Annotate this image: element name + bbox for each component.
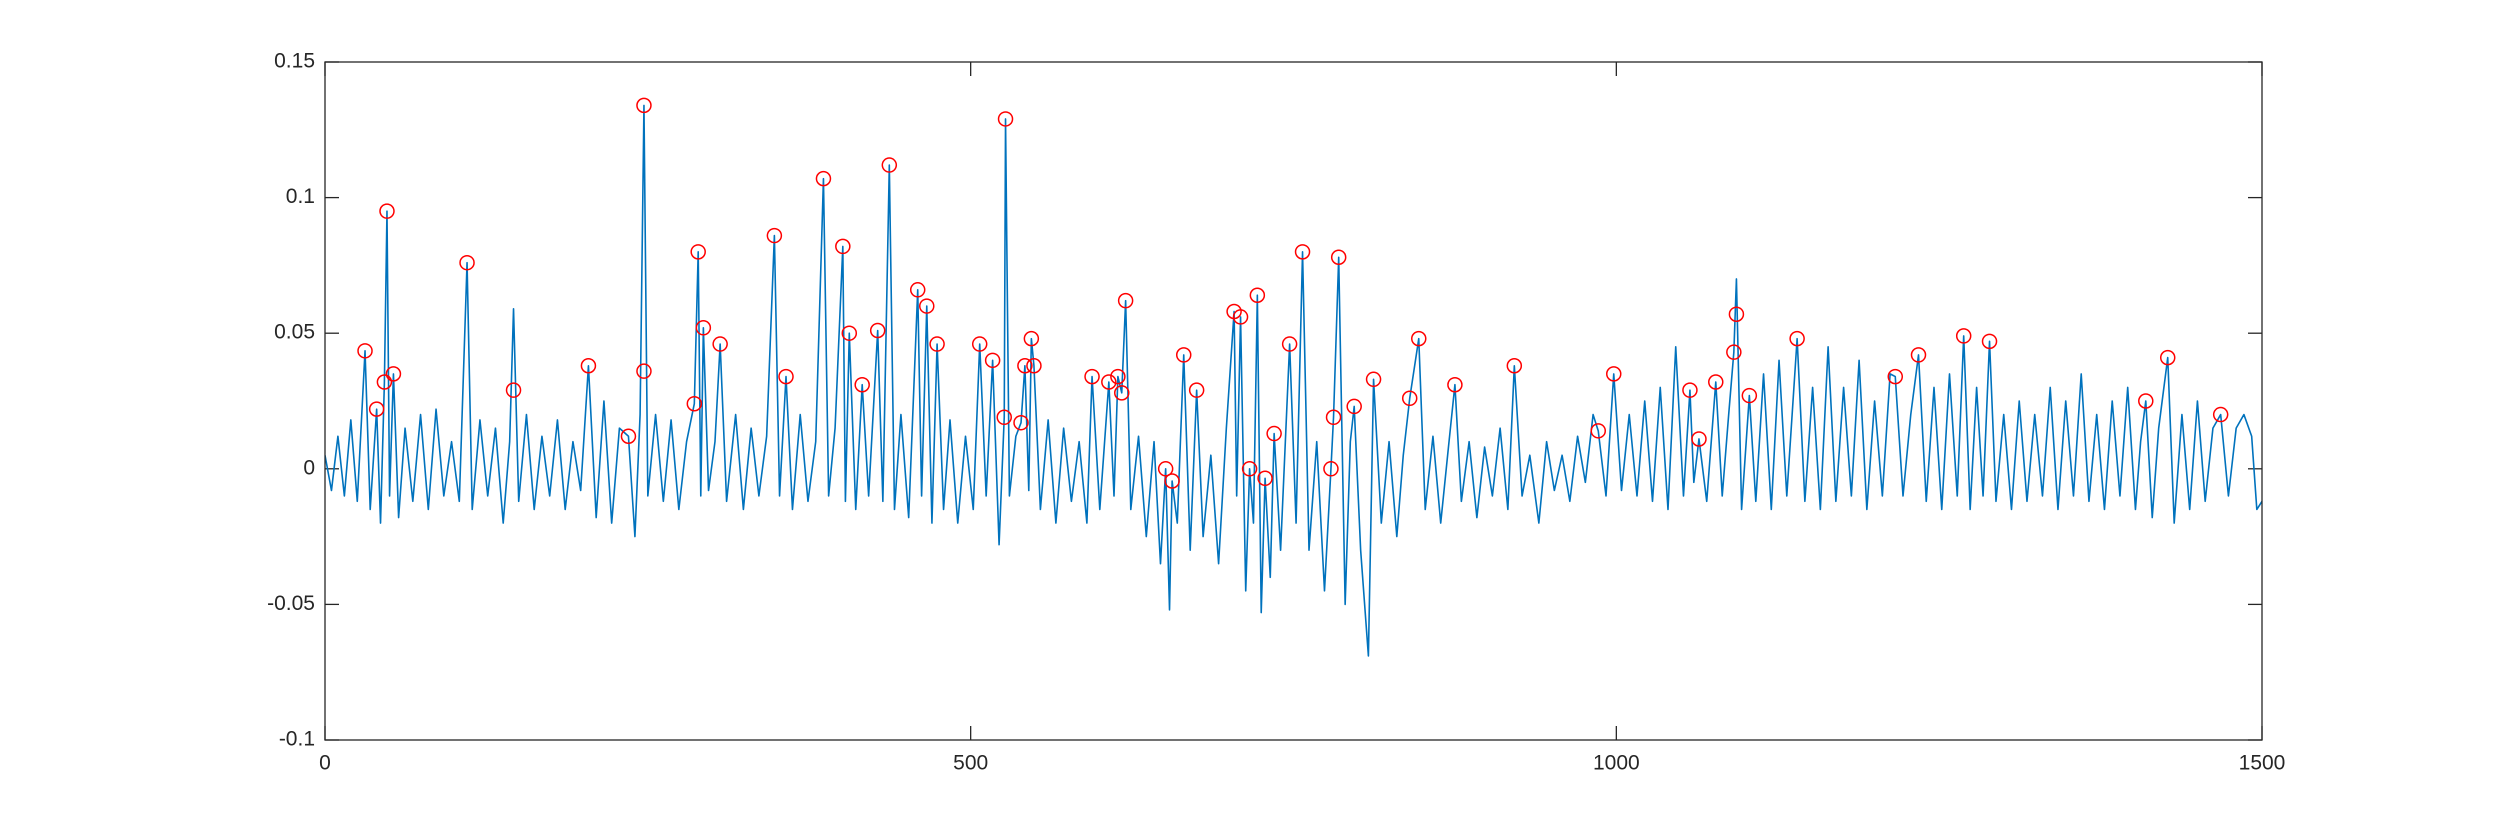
peak-marker <box>1084 368 1100 385</box>
peak-marker <box>636 97 652 114</box>
peak-marker <box>1887 368 1904 385</box>
peak-marker <box>1606 366 1622 382</box>
peak-marker <box>996 409 1012 426</box>
peak-marker <box>1110 368 1126 385</box>
x-tick-label: 500 <box>953 752 988 775</box>
x-tick-label: 1500 <box>2239 752 2286 775</box>
peak-marker <box>690 244 706 260</box>
peak-marker <box>1323 461 1339 477</box>
peak-marker <box>1266 425 1282 442</box>
peak-marker <box>881 157 898 173</box>
peak-marker <box>1325 409 1342 426</box>
peak-marker <box>1691 431 1707 447</box>
peak-marker <box>686 395 703 412</box>
x-tick-label: 1000 <box>1593 752 1640 775</box>
peak-marker <box>695 320 712 336</box>
axes-box <box>324 61 2263 741</box>
peak-marker <box>1026 357 1042 374</box>
peak-marker <box>620 428 637 445</box>
y-tick-label: -0.05 <box>267 592 315 615</box>
peak-marker <box>778 368 794 385</box>
peak-marker <box>1728 306 1745 322</box>
peak-marker <box>1281 336 1298 352</box>
peak-marker <box>766 227 783 244</box>
peak-marker <box>1257 470 1273 487</box>
plot-area <box>325 97 2262 657</box>
peak-marker <box>1910 347 1927 363</box>
peak-marker <box>854 376 870 393</box>
peak-marker <box>1346 398 1362 415</box>
peak-marker <box>1789 330 1805 347</box>
peak-marker <box>1682 382 1698 398</box>
peak-marker <box>1164 473 1180 489</box>
peak-marker <box>815 170 832 187</box>
peak-marker <box>1232 309 1249 325</box>
peak-marker <box>1411 330 1427 347</box>
signal-line <box>325 104 2262 657</box>
peak-marker <box>379 203 395 219</box>
peak-marker <box>1955 328 1972 344</box>
y-tick-label: 0 <box>303 456 315 479</box>
peak-marker <box>712 336 728 352</box>
peak-marker <box>835 238 851 255</box>
peak-marker <box>909 282 926 298</box>
peak-marker <box>385 366 402 382</box>
peak-marker <box>1157 461 1174 477</box>
peak-marker <box>841 325 858 341</box>
peak-marker <box>2138 393 2154 409</box>
peak-marker <box>1330 249 1347 266</box>
peak-marker <box>997 111 1014 127</box>
peak-marker <box>1023 330 1040 347</box>
peak-marker <box>459 254 475 271</box>
peak-marker <box>2212 406 2229 423</box>
peak-marker <box>1017 357 1033 374</box>
peak-marker <box>376 374 393 390</box>
peak-marker <box>636 363 652 379</box>
y-tick-label: -0.1 <box>279 728 315 751</box>
peak-marker <box>1506 357 1523 374</box>
peak-marker <box>1114 385 1130 401</box>
peak-marker <box>984 352 1001 369</box>
peak-marker <box>1294 244 1311 260</box>
peak-marker <box>368 401 385 417</box>
peak-marker <box>1241 461 1258 477</box>
x-tick-label: 0 <box>319 752 331 775</box>
peak-marker <box>505 382 522 398</box>
y-tick-label: 0.05 <box>274 321 315 344</box>
peak-marker <box>1447 376 1463 393</box>
peak-marker <box>2159 349 2176 366</box>
peak-marker <box>1741 387 1758 404</box>
peak-marker <box>919 298 935 314</box>
peak-marker <box>929 336 945 352</box>
peak-marker <box>1708 374 1724 390</box>
peak-marker <box>869 322 886 339</box>
peak-marker <box>1249 287 1266 303</box>
peak-marker <box>357 343 373 359</box>
peak-marker <box>1175 347 1192 363</box>
peak-marker <box>1590 423 1607 439</box>
peak-marker <box>1188 382 1205 398</box>
y-tick-label: 0.1 <box>286 185 315 208</box>
peak-marker <box>1981 333 1998 350</box>
peak-marker <box>1365 371 1382 388</box>
peak-marker <box>580 357 597 374</box>
peak-marker <box>1013 414 1029 431</box>
peak-marker <box>1726 344 1742 360</box>
peak-marker <box>971 336 988 352</box>
y-tick-label: 0.15 <box>274 50 315 73</box>
peak-marker <box>1117 292 1134 309</box>
peak-marker <box>1401 390 1418 407</box>
peak-marker <box>1101 374 1117 390</box>
